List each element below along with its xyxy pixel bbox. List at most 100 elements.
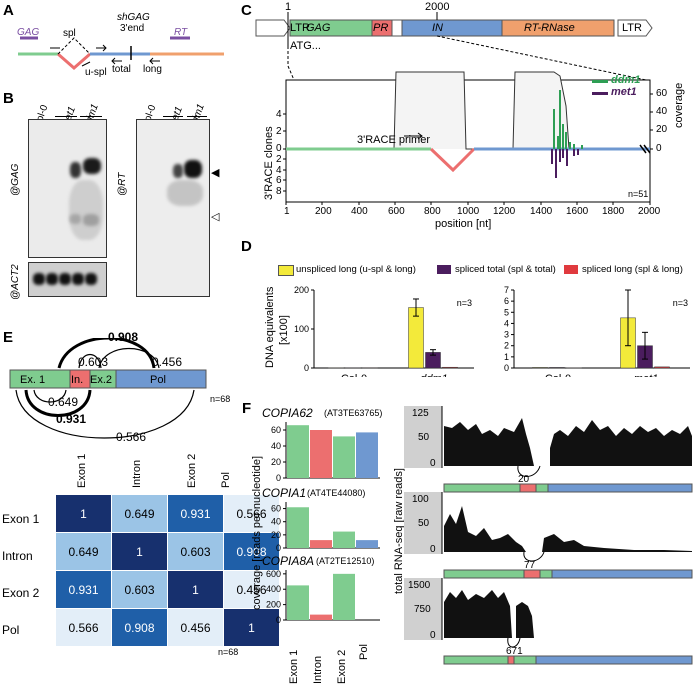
junction-arc-2 bbox=[523, 551, 545, 562]
d-ytick-label: 4 bbox=[504, 318, 509, 328]
f-bar-exon-2 bbox=[333, 531, 355, 548]
f-bar-intron bbox=[310, 614, 332, 620]
d-n-label: n=3 bbox=[457, 298, 472, 308]
f-ytick-label: 40 bbox=[271, 517, 281, 527]
d-ylabel2: [x100] bbox=[278, 315, 290, 345]
threeend-label: 3'end bbox=[120, 23, 145, 34]
mx-col-3: Pol bbox=[220, 472, 232, 488]
f-ytick-label: 600 bbox=[266, 569, 281, 579]
f-bar-exon-2 bbox=[333, 436, 355, 478]
heatmap-cell-3-0: 0.566 bbox=[55, 608, 112, 647]
race-n: n=51 bbox=[628, 189, 649, 199]
arc-0649 bbox=[33, 389, 67, 403]
xtick-5: 1000 bbox=[457, 206, 480, 217]
f-ytick-label: 20 bbox=[271, 457, 281, 467]
d-chart-ddm1: 0 100 200 Col-0 ddm1 n=3 bbox=[294, 285, 474, 377]
heatmap-cell-1-2: 0.603 bbox=[167, 532, 224, 571]
blot-act2 bbox=[28, 262, 107, 297]
in-box bbox=[401, 19, 503, 37]
f-bar-pol bbox=[356, 540, 378, 548]
marker-filled: ◀ bbox=[211, 167, 220, 179]
total-label: total bbox=[112, 64, 131, 75]
panel-e-diagram bbox=[9, 338, 207, 439]
t1-junction: 20 bbox=[518, 474, 530, 485]
xtick-8: 1600 bbox=[566, 206, 589, 217]
d-category-label: ddm1 bbox=[420, 373, 448, 377]
seg-in-label: In. bbox=[71, 374, 84, 386]
f-ytick-label: 40 bbox=[271, 441, 281, 451]
long-label: long bbox=[143, 64, 162, 75]
gene-bar-3 bbox=[443, 655, 693, 665]
d-ytick-label: 1 bbox=[504, 352, 509, 362]
xtick-10: 2000 bbox=[638, 206, 661, 217]
mx-row-3: Pol bbox=[2, 623, 20, 637]
f-chart-copia8a: 0 200 400 600 bbox=[266, 569, 380, 624]
f-bar-exon-2 bbox=[333, 573, 355, 620]
ytick-bot-3: 8 bbox=[276, 186, 282, 197]
panel-label-f: F bbox=[242, 400, 252, 417]
f-sub-1: (AT4TE44080) bbox=[307, 488, 366, 498]
ytick-bot-1: 4 bbox=[276, 165, 282, 176]
ytick-bot-2: 6 bbox=[276, 175, 282, 186]
track3-coverage bbox=[444, 590, 534, 638]
primer-label: 3'RACE primer bbox=[357, 134, 431, 146]
d-ytick-label: 2 bbox=[504, 341, 509, 351]
gene-bar-2 bbox=[443, 569, 693, 579]
f-bar-exon-1 bbox=[287, 425, 309, 478]
pos-1-label: 1 bbox=[285, 1, 292, 13]
panel-label-b: B bbox=[3, 90, 14, 107]
rt-probe-label: RT bbox=[174, 27, 188, 38]
d-ytick-label: 0 bbox=[504, 363, 509, 373]
heatmap-cell-1-0: 0.649 bbox=[55, 532, 112, 571]
mx-col-2: Exon 2 bbox=[186, 453, 198, 488]
genome-in: IN bbox=[432, 22, 443, 34]
f-chart-copia62: 0 20 40 60 bbox=[271, 422, 380, 482]
f-bar-exon-1 bbox=[287, 585, 309, 620]
t1-tick-1: 50 bbox=[418, 432, 430, 443]
f-title-2: COPIA8A bbox=[262, 554, 315, 568]
panel-label-a: A bbox=[3, 2, 14, 19]
seg-pol bbox=[115, 369, 207, 389]
t3-tick-2: 0 bbox=[430, 630, 436, 641]
ddm1-spikes bbox=[553, 90, 583, 149]
ytick-top-2: 0 bbox=[276, 143, 282, 154]
primer-arrow-right bbox=[96, 44, 107, 52]
f-cat-2: Exon 2 bbox=[336, 649, 348, 684]
correlation-heatmap: 1 0.649 0.931 0.566 0.649 1 0.603 0.908 0.931 0.6… bbox=[55, 494, 280, 647]
f-bar-intron bbox=[310, 540, 332, 548]
mx-col-1: Intron bbox=[131, 459, 143, 488]
mx-row-2: Exon 2 bbox=[2, 586, 40, 600]
heatmap-cell-3-3: 1 bbox=[223, 608, 280, 647]
f-ytick-label: 0 bbox=[276, 473, 281, 482]
t2-junction: 77 bbox=[524, 560, 536, 571]
heatmap-cell-1-1: 1 bbox=[111, 532, 168, 571]
t2-tick-2: 0 bbox=[430, 544, 436, 555]
arc-0456 bbox=[98, 348, 160, 369]
d-bar bbox=[442, 366, 458, 369]
f-ytick-label: 0 bbox=[276, 615, 281, 624]
heatmap-cell-0-3: 0.566 bbox=[223, 494, 280, 533]
legend-met1: met1 bbox=[611, 86, 637, 98]
heatmap-cell-0-1: 0.649 bbox=[111, 494, 168, 533]
ltr-left bbox=[255, 19, 291, 37]
blot-gag bbox=[28, 119, 107, 258]
race-xlabel: position [nt] bbox=[435, 218, 492, 230]
f-chart-copia1: 0 20 40 60 bbox=[271, 502, 380, 552]
d-ytick-label: 0 bbox=[304, 363, 309, 373]
track2-coverage bbox=[444, 506, 692, 552]
d-category-label: Col-0 bbox=[545, 373, 571, 377]
rnaseq-tracks bbox=[404, 406, 693, 665]
genome-rnase: RT-RNase bbox=[524, 22, 575, 34]
u-spl-label: u-spl bbox=[85, 67, 107, 78]
f-ytick-label: 200 bbox=[266, 600, 281, 610]
marker-open: ◁ bbox=[211, 211, 220, 223]
heatmap-cell-2-2: 1 bbox=[167, 570, 224, 609]
xtick-4: 800 bbox=[424, 206, 441, 217]
junction-arc-3 bbox=[507, 637, 521, 648]
coverage-trace bbox=[286, 71, 650, 150]
f-cat-3: Pol bbox=[358, 644, 370, 660]
arc-label-0931: 0.931 bbox=[56, 412, 87, 426]
d-ytick-label: 7 bbox=[504, 285, 509, 295]
xtick-0: 1 bbox=[284, 206, 290, 217]
